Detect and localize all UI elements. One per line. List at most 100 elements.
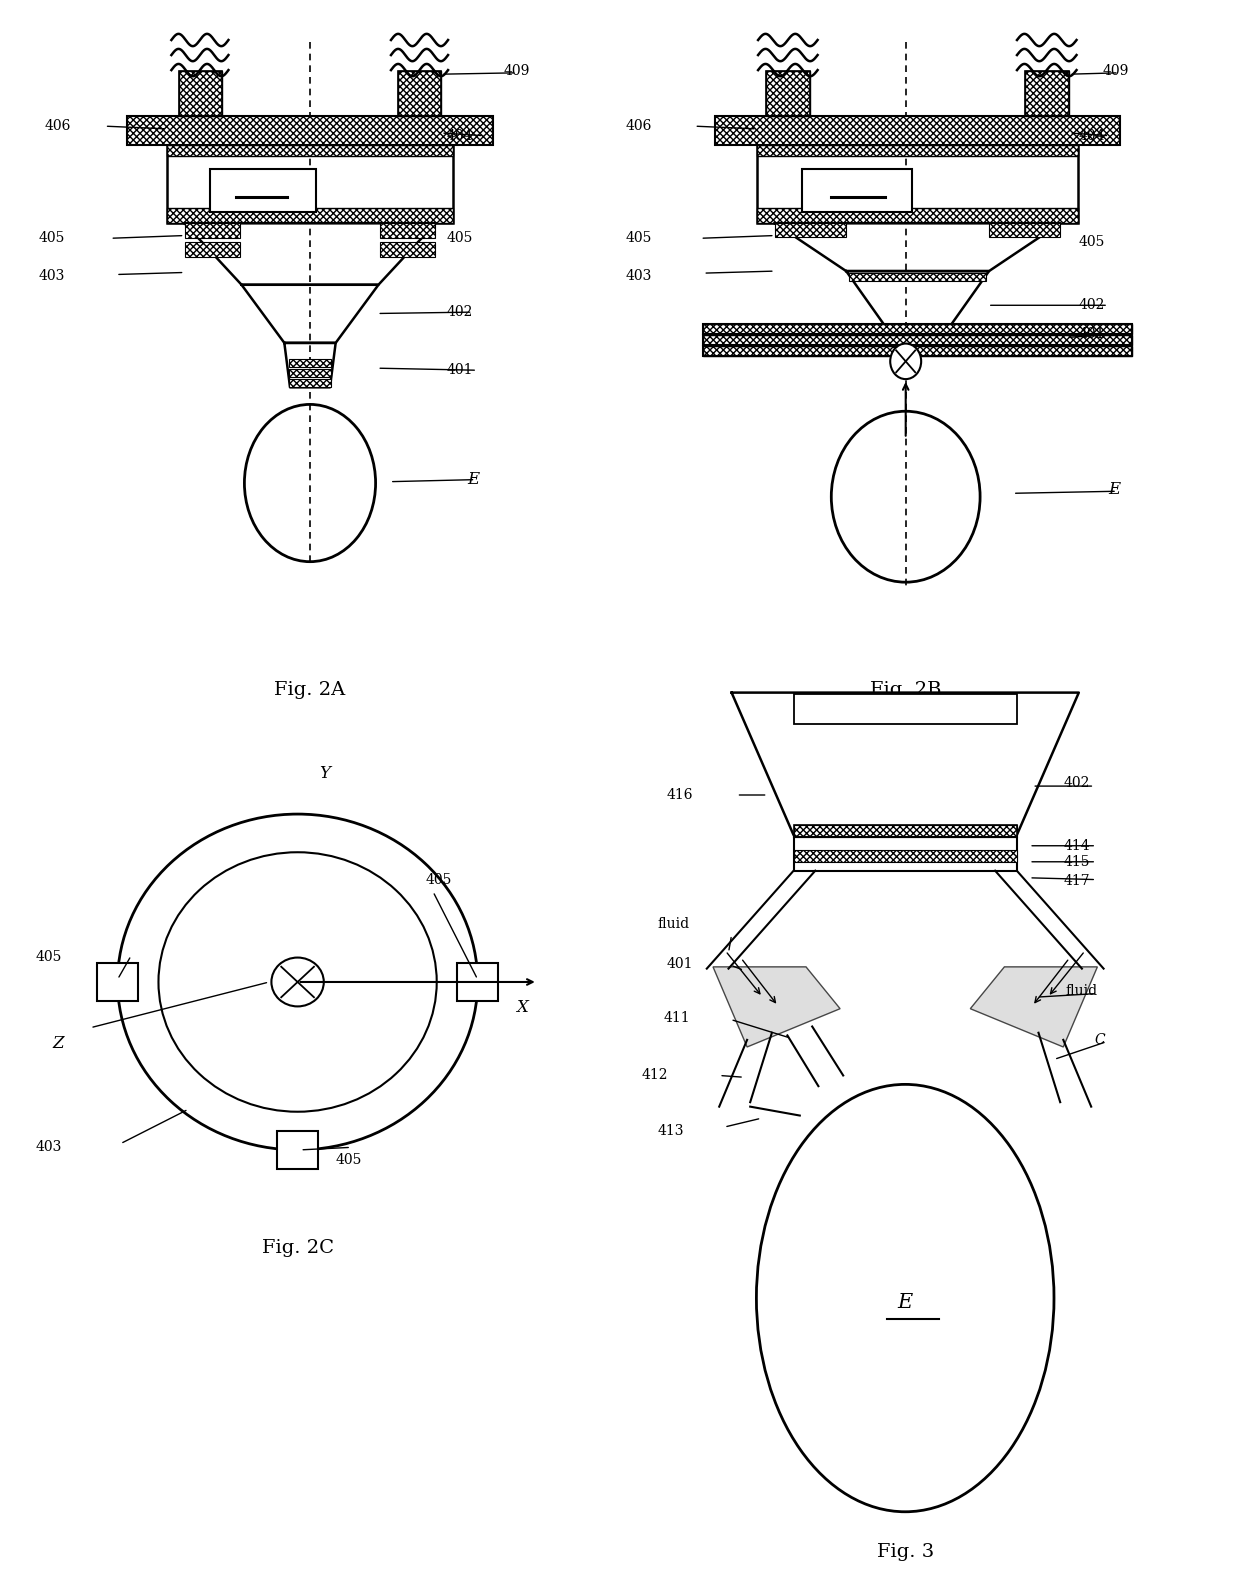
Text: 409: 409 — [1102, 64, 1128, 78]
Polygon shape — [775, 223, 1060, 270]
Bar — [715, 116, 1120, 145]
Circle shape — [756, 1084, 1054, 1512]
Bar — [703, 324, 1132, 334]
Text: 401: 401 — [446, 363, 474, 377]
Text: 405: 405 — [1079, 235, 1105, 248]
Bar — [179, 72, 222, 116]
Circle shape — [890, 343, 921, 378]
Polygon shape — [846, 270, 990, 326]
Text: X: X — [516, 999, 528, 1016]
Bar — [185, 223, 241, 238]
Bar — [289, 369, 331, 377]
Bar — [398, 72, 441, 116]
Text: 403: 403 — [40, 269, 66, 283]
Text: Y: Y — [320, 765, 330, 782]
Bar — [289, 378, 331, 388]
Bar — [703, 335, 1132, 345]
Polygon shape — [284, 343, 336, 388]
Bar — [97, 962, 139, 1002]
Text: Z: Z — [52, 1035, 63, 1051]
Polygon shape — [713, 967, 841, 1046]
Circle shape — [272, 957, 324, 1006]
Text: 402: 402 — [446, 305, 474, 320]
Text: 414: 414 — [1063, 840, 1090, 852]
Bar — [756, 145, 1079, 156]
Bar — [794, 825, 1017, 836]
Bar — [775, 223, 846, 237]
Text: 417: 417 — [1063, 875, 1090, 889]
Polygon shape — [732, 693, 1079, 835]
Bar — [167, 145, 453, 223]
Bar — [456, 962, 498, 1002]
Text: 416: 416 — [667, 789, 693, 801]
Polygon shape — [185, 223, 435, 285]
Text: Fig. 2B: Fig. 2B — [870, 681, 941, 698]
Bar — [211, 169, 316, 211]
Text: 405: 405 — [336, 1153, 362, 1167]
Bar — [703, 347, 1132, 356]
Bar — [990, 223, 1060, 237]
Text: 405: 405 — [425, 873, 453, 887]
Text: 409: 409 — [503, 64, 531, 78]
Text: 406: 406 — [45, 119, 71, 134]
Bar — [1024, 72, 1069, 116]
Bar — [185, 242, 241, 258]
Bar — [277, 1130, 319, 1169]
Bar — [703, 347, 1132, 356]
Text: 403: 403 — [626, 269, 652, 283]
Text: 401: 401 — [1079, 328, 1105, 340]
Text: 402: 402 — [1079, 299, 1105, 312]
Bar — [379, 223, 435, 238]
Bar — [766, 72, 811, 116]
Bar — [849, 273, 986, 281]
Bar — [756, 145, 1079, 223]
Text: 406: 406 — [626, 119, 652, 134]
Bar — [766, 72, 811, 116]
Text: 405: 405 — [40, 231, 66, 245]
Text: Fig. 2A: Fig. 2A — [274, 681, 346, 698]
Text: 404: 404 — [1079, 129, 1105, 143]
Bar — [179, 72, 222, 116]
Circle shape — [159, 852, 436, 1111]
Bar — [128, 116, 492, 145]
Circle shape — [831, 412, 980, 582]
Text: E: E — [1109, 482, 1120, 498]
Bar — [756, 208, 1079, 223]
Text: 405: 405 — [36, 949, 62, 964]
Bar — [289, 359, 331, 367]
Bar — [794, 695, 1017, 723]
Text: 404: 404 — [446, 129, 474, 143]
Text: 401: 401 — [667, 957, 693, 971]
Text: 415: 415 — [1063, 855, 1090, 868]
Text: fluid: fluid — [1065, 984, 1097, 999]
Bar — [801, 169, 911, 211]
Bar — [398, 72, 441, 116]
Bar — [128, 116, 492, 145]
Bar — [703, 324, 1132, 334]
Bar — [167, 145, 453, 156]
Bar — [379, 242, 435, 258]
Bar — [794, 851, 1017, 862]
Polygon shape — [242, 285, 378, 343]
Text: 403: 403 — [36, 1140, 62, 1154]
Text: 405: 405 — [626, 231, 652, 245]
Polygon shape — [794, 836, 1017, 871]
Circle shape — [118, 814, 477, 1150]
Text: fluid: fluid — [657, 917, 689, 932]
Polygon shape — [970, 967, 1097, 1046]
Text: C: C — [1095, 1034, 1105, 1046]
Bar — [167, 208, 453, 223]
Text: 411: 411 — [663, 1011, 689, 1024]
Text: Fig. 3: Fig. 3 — [877, 1542, 934, 1561]
Circle shape — [244, 404, 376, 561]
Text: 405: 405 — [446, 231, 474, 245]
Text: 402: 402 — [1063, 776, 1090, 790]
Text: E: E — [467, 471, 479, 488]
Bar — [794, 825, 1017, 836]
Bar — [703, 335, 1132, 345]
Text: 412: 412 — [642, 1068, 668, 1083]
Text: E: E — [898, 1293, 913, 1312]
Text: 413: 413 — [657, 1124, 683, 1138]
Bar — [1024, 72, 1069, 116]
Bar — [715, 116, 1120, 145]
